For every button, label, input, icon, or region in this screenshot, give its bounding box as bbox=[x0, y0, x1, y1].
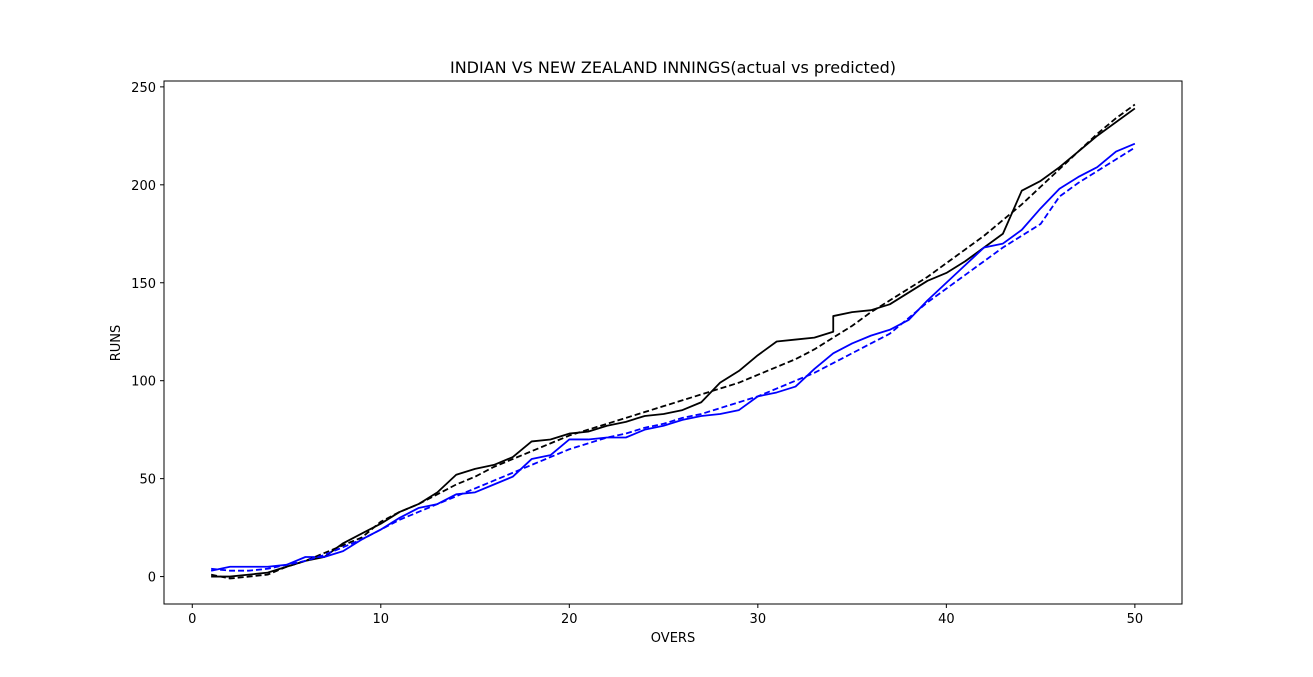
y-tick-label: 0 bbox=[148, 571, 156, 586]
plot-area: 0 10 20 30 40 50 0 50 100 150 200 250 bbox=[131, 80, 1183, 627]
y-tick-label: 50 bbox=[139, 473, 156, 488]
x-tick-label: 20 bbox=[561, 612, 578, 627]
x-tick-label: 0 bbox=[188, 612, 196, 627]
y-axis-label: RUNS bbox=[109, 325, 124, 362]
x-tick-label: 40 bbox=[938, 612, 955, 627]
series-line-3 bbox=[210, 103, 1136, 580]
y-tick-label: 100 bbox=[131, 375, 156, 390]
y-tick-label: 150 bbox=[131, 277, 156, 292]
x-tick-label: 10 bbox=[373, 612, 390, 627]
y-tick-label: 200 bbox=[131, 179, 156, 194]
chart-title: INDIAN VS NEW ZEALAND INNINGS(actual vs … bbox=[450, 58, 896, 77]
series-line-1 bbox=[211, 107, 1136, 578]
x-axis-label: OVERS bbox=[651, 631, 695, 646]
series-line-2 bbox=[210, 142, 1136, 572]
series-line-4 bbox=[211, 146, 1136, 572]
x-tick-label: 30 bbox=[750, 612, 767, 627]
plot-frame bbox=[163, 80, 1183, 605]
y-tick-label: 250 bbox=[131, 81, 156, 96]
x-tick-label: 50 bbox=[1127, 612, 1144, 627]
